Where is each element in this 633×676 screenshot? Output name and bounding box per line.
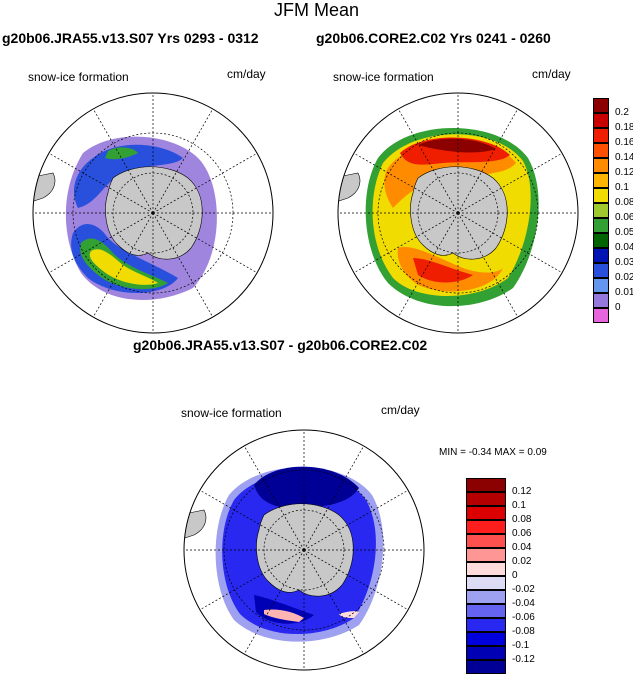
colorbar-bottom-swatch <box>466 618 506 632</box>
colorbar-bottom-swatch <box>466 534 506 548</box>
colorbar-top-swatch <box>593 113 609 128</box>
colorbar-top-swatch <box>593 233 609 248</box>
panel1-units-label: cm/day <box>227 67 266 81</box>
minmax-label: MIN = -0.34 MAX = 0.09 <box>439 447 547 458</box>
colorbar-top-tick-label: 0.1 <box>615 182 629 193</box>
colorbar-top-tick-label: 0.12 <box>615 167 633 178</box>
colorbar-bottom-swatch <box>466 548 506 562</box>
colorbar-top-tick-label: 0.18 <box>615 122 633 133</box>
colorbar-bottom-swatch <box>466 506 506 520</box>
panel2-polar-map <box>337 92 579 334</box>
colorbar-top-tick-label: 0.14 <box>615 152 633 163</box>
colorbar-bottom-swatch <box>466 478 506 492</box>
panel3-units-label: cm/day <box>381 403 420 417</box>
colorbar-bottom-tick-label: -0.12 <box>512 654 535 665</box>
colorbar-bottom-tick-label: 0.1 <box>512 500 526 511</box>
colorbar-bottom-tick-label: -0.04 <box>512 598 535 609</box>
colorbar-top-tick-label: 0.03 <box>615 257 633 268</box>
colorbar-top-swatch <box>593 188 609 203</box>
colorbar-top-swatch <box>593 308 609 323</box>
colorbar-top-swatch <box>593 278 609 293</box>
colorbar-top-swatch <box>593 218 609 233</box>
field-darkred <box>418 138 496 153</box>
colorbar-bottom-tick-label: -0.08 <box>512 626 535 637</box>
colorbar-top-tick-label: 0.2 <box>615 107 629 118</box>
colorbar-bottom-swatch <box>466 604 506 618</box>
colorbar-bottom-tick-label: 0.12 <box>512 486 532 497</box>
panel1-polar-map <box>32 92 274 334</box>
colorbar-bottom-tick-label: -0.1 <box>512 640 530 651</box>
field-pink <box>264 609 304 622</box>
panel3-title: g20b06.JRA55.v13.S07 - g20b06.CORE2.C02 <box>133 337 428 353</box>
colorbar-bottom-swatch <box>466 590 506 604</box>
field-yellow <box>89 249 158 285</box>
colorbar-top-swatch <box>593 128 609 143</box>
colorbar-bottom-swatch <box>466 576 506 590</box>
colorbar-bottom-swatch <box>466 492 506 506</box>
field-darkblue <box>254 466 359 508</box>
colorbar-top-tick-label: 0.02 <box>615 272 633 283</box>
panel2-title: g20b06.CORE2.C02 Yrs 0241 - 0260 <box>316 30 551 46</box>
colorbar-top-tick-label: 0.05 <box>615 227 633 238</box>
colorbar-top-tick-label: 0.04 <box>615 242 633 253</box>
colorbar-top-tick-label: 0 <box>615 302 621 313</box>
panel2-variable-label: snow-ice formation <box>333 70 434 84</box>
colorbar-bottom-tick-label: -0.02 <box>512 584 535 595</box>
field-blue <box>73 144 183 208</box>
colorbar-top-tick-label: 0.16 <box>615 137 633 148</box>
panel1-variable-label: snow-ice formation <box>28 70 129 84</box>
panel1-title: g20b06.JRA55.v13.S07 Yrs 0293 - 0312 <box>2 30 259 46</box>
colorbar-top-swatch <box>593 143 609 158</box>
colorbar-bottom-swatch <box>466 632 506 646</box>
colorbar-bottom-tick-label: 0.08 <box>512 514 532 525</box>
panel2-units-label: cm/day <box>532 67 571 81</box>
colorbar-bottom-swatch <box>466 646 506 660</box>
colorbar-top-swatch <box>593 263 609 278</box>
colorbar-top-swatch <box>593 248 609 263</box>
colorbar-bottom-tick-label: 0 <box>512 570 518 581</box>
field-green-top <box>105 147 138 160</box>
colorbar-top-tick-label: 0.08 <box>615 197 633 208</box>
colorbar-top-swatch <box>593 173 609 188</box>
field-red-2 <box>413 258 473 283</box>
panel3-polar-map <box>183 429 425 671</box>
colorbar-bottom-tick-label: 0.06 <box>512 528 532 539</box>
colorbar-top-tick-label: 0.06 <box>615 212 633 223</box>
field-pink-2 <box>339 611 359 618</box>
colorbar-bottom-tick-label: 0.04 <box>512 542 532 553</box>
colorbar-bottom-swatch <box>466 562 506 576</box>
colorbar-top-tick-label: 0.01 <box>615 287 633 298</box>
colorbar-top-swatch <box>593 293 609 308</box>
colorbar-bottom-swatch <box>466 660 506 674</box>
panel3-variable-label: snow-ice formation <box>181 406 282 420</box>
colorbar-bottom-tick-label: 0.02 <box>512 556 532 567</box>
colorbar-bottom-tick-label: -0.06 <box>512 612 535 623</box>
colorbar-top-swatch <box>593 98 609 113</box>
colorbar-top-swatch <box>593 203 609 218</box>
colorbar-top-swatch <box>593 158 609 173</box>
figure-title: JFM Mean <box>273 0 360 20</box>
colorbar-bottom-swatch <box>466 520 506 534</box>
